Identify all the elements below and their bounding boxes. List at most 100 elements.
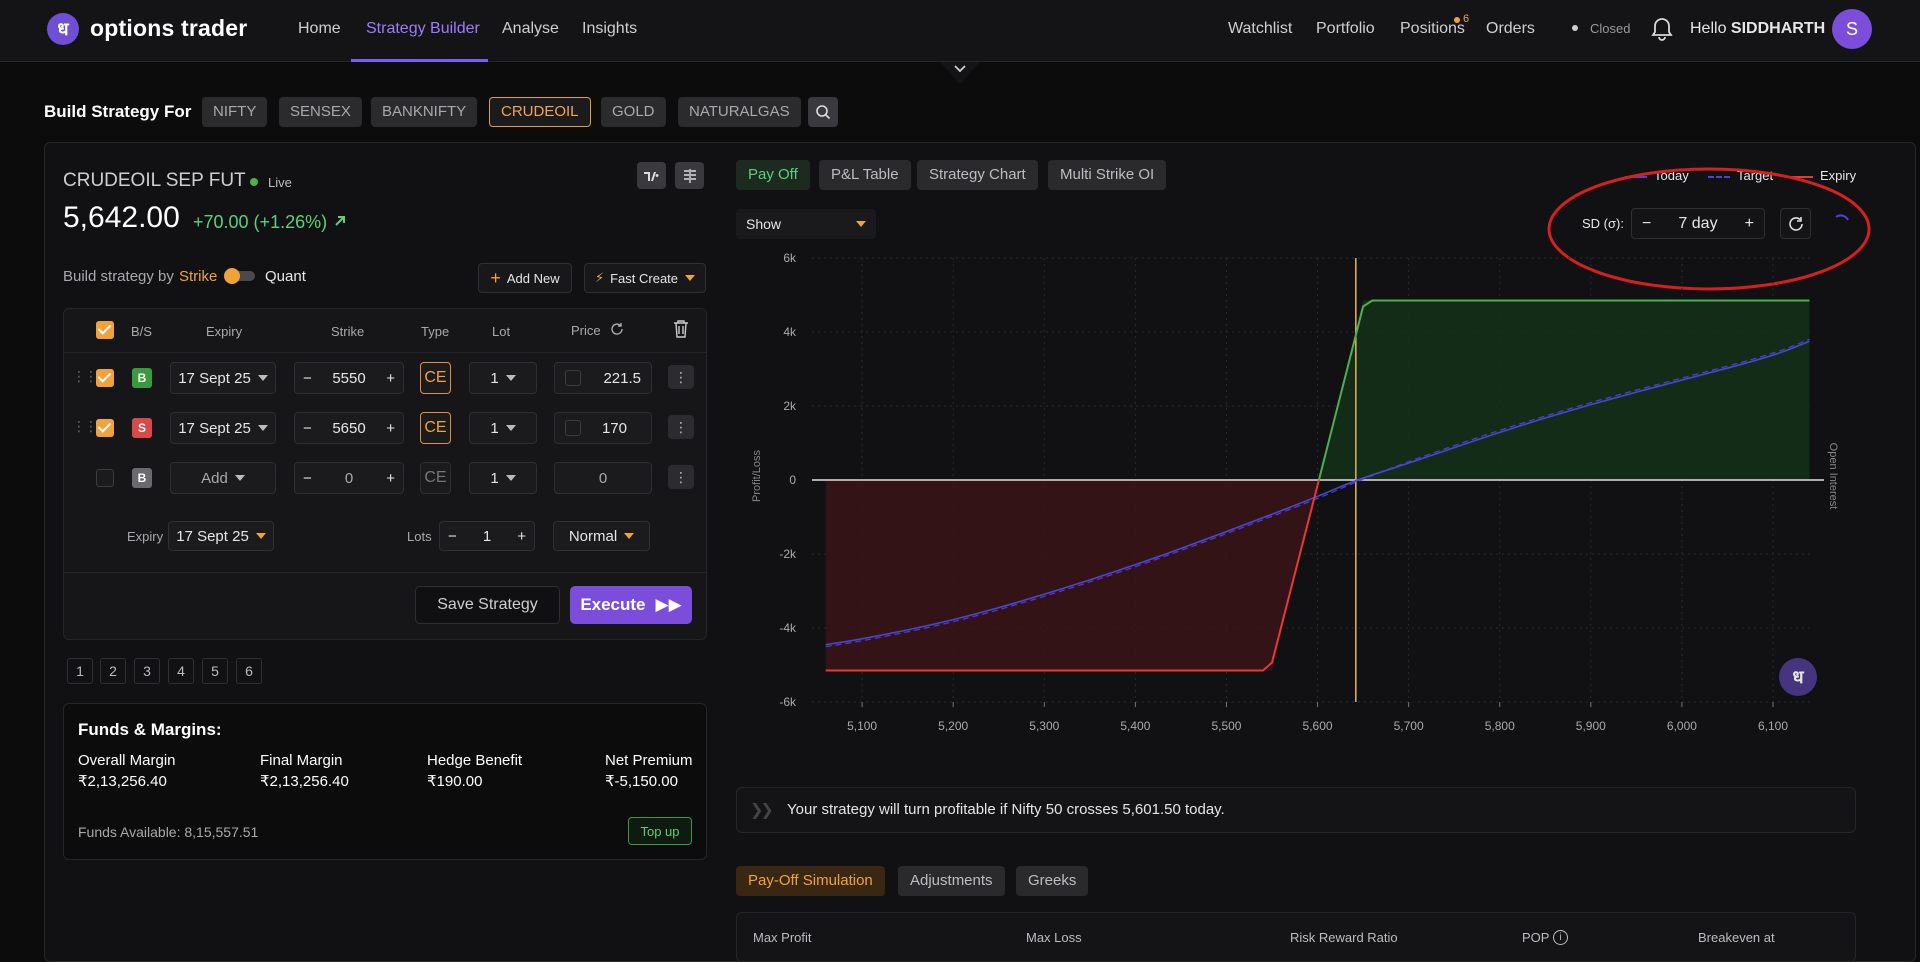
price-lock-checkbox[interactable]	[565, 370, 581, 386]
row-checkbox[interactable]	[96, 369, 114, 387]
price-input[interactable]: 0	[554, 462, 652, 494]
payoff-chart[interactable]: 6k 4k 2k 0 -2k -4k -6k 5,100 5,200 5,300 5,400 5,5…	[736, 250, 1846, 740]
nav-watchlist[interactable]: Watchlist	[1228, 20, 1293, 37]
add-new-button[interactable]: + Add New	[478, 263, 572, 293]
nav-orders[interactable]: Orders	[1486, 20, 1535, 37]
row-checkbox[interactable]	[96, 469, 114, 487]
strategy-page-4[interactable]: 4	[168, 658, 194, 684]
minus-icon[interactable]: −	[303, 419, 312, 437]
strike-stepper[interactable]: − 5550 +	[294, 362, 404, 394]
net-premium-value: ₹-5,150.00	[605, 773, 678, 790]
strategy-page-3[interactable]: 3	[134, 658, 160, 684]
plus-icon[interactable]: +	[517, 527, 526, 545]
option-chain-button[interactable]	[675, 162, 704, 189]
help-bot-button[interactable]: ध	[1779, 658, 1817, 696]
nav-positions[interactable]: Positions	[1400, 20, 1465, 37]
final-margin-value: ₹2,13,256.40	[260, 773, 349, 790]
select-all-checkbox[interactable]	[96, 321, 114, 339]
nav-strategy-builder[interactable]: Strategy Builder	[366, 20, 480, 37]
strike-stepper[interactable]: − 0 +	[294, 462, 404, 494]
row-checkbox[interactable]	[96, 419, 114, 437]
instrument-crudeoil[interactable]: CRUDEOIL	[489, 97, 591, 127]
row-menu-button[interactable]: ⋮	[668, 465, 694, 489]
nav-portfolio[interactable]: Portfolio	[1316, 20, 1375, 37]
minus-icon[interactable]: −	[1642, 214, 1652, 232]
buy-badge[interactable]: B	[132, 468, 152, 488]
tab-pnl-table[interactable]: P&L Table	[819, 160, 911, 190]
lots-stepper[interactable]: − 1 +	[439, 521, 535, 551]
row-menu-button[interactable]: ⋮	[668, 415, 694, 439]
instrument-banknifty[interactable]: BANKNIFTY	[371, 97, 478, 127]
tab-strategy-chart[interactable]: Strategy Chart	[917, 160, 1038, 190]
instrument-price: 5,642.00	[63, 201, 180, 234]
divider	[63, 572, 707, 573]
bell-icon[interactable]	[1651, 17, 1673, 41]
save-strategy-button[interactable]: Save Strategy	[415, 586, 560, 624]
drag-handle-icon[interactable]: ⋮⋮	[72, 418, 98, 434]
info-icon[interactable]: i	[1553, 930, 1568, 945]
expiry-select[interactable]: 17 Sept 25	[170, 412, 276, 444]
buy-badge[interactable]: B	[132, 368, 152, 388]
plus-icon[interactable]: +	[386, 469, 395, 487]
expiry-select[interactable]: 17 Sept 25	[170, 362, 276, 394]
mode-toggle[interactable]	[224, 268, 255, 284]
tab-multi-strike-oi[interactable]: Multi Strike OI	[1048, 160, 1167, 190]
plus-icon[interactable]: +	[386, 369, 395, 387]
nav-insights[interactable]: Insights	[582, 20, 638, 37]
tab-pay-off[interactable]: Pay Off	[736, 160, 810, 190]
option-type-toggle[interactable]: CE	[420, 362, 451, 394]
chart-view-button[interactable]	[637, 162, 666, 189]
strategy-page-5[interactable]: 5	[202, 658, 228, 684]
logo-icon[interactable]: ध	[47, 13, 79, 45]
max-loss-label: Max Loss	[1026, 930, 1082, 945]
sell-badge[interactable]: S	[132, 418, 152, 438]
execute-button[interactable]: Execute ▶▶	[570, 586, 692, 624]
option-type-toggle[interactable]: CE	[420, 462, 451, 494]
minus-icon[interactable]: −	[303, 369, 312, 387]
price-input[interactable]: 221.5	[554, 362, 652, 394]
sd-stepper[interactable]: − 7 day +	[1631, 208, 1765, 239]
reset-button[interactable]	[1780, 208, 1811, 239]
funds-available-label: Funds Available:	[78, 824, 181, 840]
plus-icon[interactable]: +	[1744, 214, 1754, 232]
instrument-sensex[interactable]: SENSEX	[279, 97, 362, 127]
row-menu-button[interactable]: ⋮	[668, 365, 694, 389]
tab-greeks[interactable]: Greeks	[1016, 866, 1089, 896]
drag-handle-icon[interactable]: ⋮⋮	[72, 368, 98, 384]
strategy-page-2[interactable]: 2	[100, 658, 126, 684]
avatar[interactable]: S	[1832, 9, 1872, 49]
nav-home[interactable]: Home	[298, 20, 341, 37]
order-type-select[interactable]: Normal	[553, 521, 650, 551]
final-margin-label: Final Margin	[260, 752, 343, 769]
trash-icon[interactable]	[673, 320, 689, 338]
positions-dot	[1454, 17, 1460, 23]
fast-create-button[interactable]: ⚡ Fast Create	[584, 263, 706, 293]
instrument-naturalgas[interactable]: NATURALGAS	[678, 97, 801, 127]
strategy-page-6[interactable]: 6	[236, 658, 262, 684]
bulk-expiry-select[interactable]: 17 Sept 25	[168, 521, 274, 551]
strategy-page-1[interactable]: 1	[67, 658, 93, 684]
price-input[interactable]: 170	[554, 412, 652, 444]
today-line	[825, 340, 1810, 646]
instrument-gold[interactable]: GOLD	[601, 97, 666, 127]
brand-name[interactable]: options trader	[90, 15, 248, 41]
minus-icon[interactable]: −	[303, 469, 312, 487]
expiry-select[interactable]: Add	[170, 462, 276, 494]
price-lock-checkbox[interactable]	[565, 420, 581, 436]
refresh-price-icon[interactable]	[610, 322, 624, 336]
lot-select[interactable]: 1	[469, 462, 537, 494]
strike-stepper[interactable]: − 5650 +	[294, 412, 404, 444]
tab-payoff-simulation[interactable]: Pay-Off Simulation	[736, 866, 885, 896]
top-up-button[interactable]: Top up	[628, 817, 692, 845]
lot-select[interactable]: 1	[469, 412, 537, 444]
lot-select[interactable]: 1	[469, 362, 537, 394]
show-select[interactable]: Show	[736, 209, 876, 239]
tab-adjustments[interactable]: Adjustments	[898, 866, 1005, 896]
nav-analyse[interactable]: Analyse	[502, 20, 559, 37]
option-type-toggle[interactable]: CE	[420, 412, 451, 444]
bulk-expiry-value: 17 Sept 25	[176, 527, 249, 545]
minus-icon[interactable]: −	[448, 527, 457, 545]
instrument-nifty[interactable]: NIFTY	[202, 97, 268, 127]
plus-icon[interactable]: +	[386, 419, 395, 437]
instrument-search-button[interactable]	[808, 97, 838, 127]
